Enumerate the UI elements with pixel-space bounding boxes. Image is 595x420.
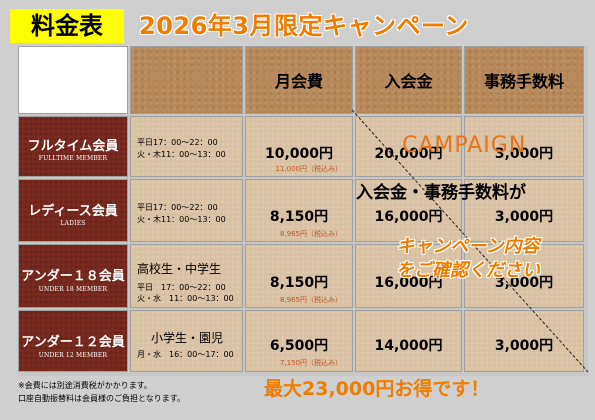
monthly-price: 10,000円 <box>264 146 334 162</box>
hours-line: 平日 17：00～22：00 <box>137 283 226 292</box>
hours-grade: 高校生・中学生 <box>137 262 222 276</box>
monthly-price: 8,150円 <box>269 209 329 225</box>
hours-line: 平日17：00～22：00 <box>137 138 218 147</box>
tax-included: 11,000円（税込み） <box>275 165 343 173</box>
monthly-cell: 6,500円 7,150円（税込み） <box>245 310 353 372</box>
monthly-cell: 8,150円 8,965円（税込み） <box>245 244 353 308</box>
entry-price: 16,000円 <box>374 209 443 225</box>
hours-line: 月・水 16：00～17：00 <box>137 350 234 359</box>
monthly-cell: 10,000円 11,000円（税込み） <box>245 116 353 177</box>
header-entry-label: 入会金 <box>384 72 433 91</box>
plan-sub: LADIES <box>60 220 86 227</box>
header-fee-label: 事務手数料 <box>483 72 564 91</box>
monthly-price: 6,500円 <box>269 338 329 354</box>
tax-included: 8,965円（税込み） <box>279 296 342 304</box>
fee-price: 3,000円 <box>494 338 554 354</box>
table-corner <box>18 46 128 114</box>
footnote-transfer: 口座自動振替料は会員様のご負担となります。 <box>18 394 185 403</box>
fee-cell: 3,000円 <box>464 310 584 372</box>
hours-line: 平日17：00～22：00 <box>137 203 218 212</box>
hours-cell: 平日17：00～22：00 火・木11：00～13：00 <box>130 179 243 242</box>
footnote-tax: ※会費には別途消費税がかかります。 <box>18 381 152 390</box>
price-table: 月会費 入会金 事務手数料 フルタイム会員 FULLTIME MEMBER 平日… <box>18 46 588 376</box>
plan-sub: UNDER 12 MEMBER <box>38 352 108 359</box>
plan-cell-ladies: レディース会員 LADIES <box>18 179 128 242</box>
plan-name: フルタイム会員 <box>27 139 119 154</box>
plan-cell-under12: アンダー１２会員 UNDER 12 MEMBER <box>18 310 128 372</box>
fee-price: 3,000円 <box>494 209 554 225</box>
plan-sub: FULLTIME MEMBER <box>38 155 108 162</box>
header-blank <box>130 46 243 114</box>
plan-name: アンダー１２会員 <box>21 335 125 350</box>
plan-sub: UNDER 18 MEMBER <box>38 286 108 293</box>
tax-included: 7,150円（税込み） <box>279 359 342 367</box>
plan-name: アンダー１８会員 <box>21 269 125 284</box>
savings-message: 最大23,000円お得です！ <box>264 378 490 400</box>
plan-cell-fulltime: フルタイム会員 FULLTIME MEMBER <box>18 116 128 177</box>
header-entry: 入会金 <box>355 46 462 114</box>
header-monthly: 月会費 <box>245 46 353 114</box>
hours-line: 火・水 11：00～13：00 <box>137 294 234 303</box>
campaign-fee-line: 入会金・事務手数料が <box>356 183 526 203</box>
campaign-title: 2026年3月限定キャンペーン <box>139 12 469 40</box>
campaign-check-line2: をご確認ください <box>396 260 540 281</box>
hours-cell: 小学生・園児 月・水 16：00～17：00 <box>130 310 243 372</box>
hours-grade: 小学生・園児 <box>151 331 224 345</box>
campaign-check-message: キャンペーン内容 をご確認ください <box>358 235 578 283</box>
tax-included: 8,965円（税込み） <box>279 230 342 238</box>
monthly-cell: 8,150円 8,965円（税込み） <box>245 179 353 242</box>
hours-line: 火・木11：00～13：00 <box>137 215 226 224</box>
plan-cell-under18: アンダー１８会員 UNDER 18 MEMBER <box>18 244 128 308</box>
hours-cell: 平日17：00～22：00 火・木11：00～13：00 <box>130 116 243 177</box>
header-monthly-label: 月会費 <box>274 72 323 91</box>
hours-line: 火・木11：00～13：00 <box>137 150 226 159</box>
monthly-price: 8,150円 <box>269 275 329 291</box>
hours-cell: 高校生・中学生 平日 17：00～22：00 火・水 11：00～13：00 <box>130 244 243 308</box>
campaign-check-line1: キャンペーン内容 <box>396 236 540 257</box>
plan-name: レディース会員 <box>28 204 118 219</box>
entry-price: 14,000円 <box>374 338 443 354</box>
price-list-badge: 料金表 <box>10 9 124 43</box>
header-fee: 事務手数料 <box>464 46 584 114</box>
entry-cell: 14,000円 <box>355 310 462 372</box>
campaign-english-label: CAMPAIGN <box>402 133 527 158</box>
